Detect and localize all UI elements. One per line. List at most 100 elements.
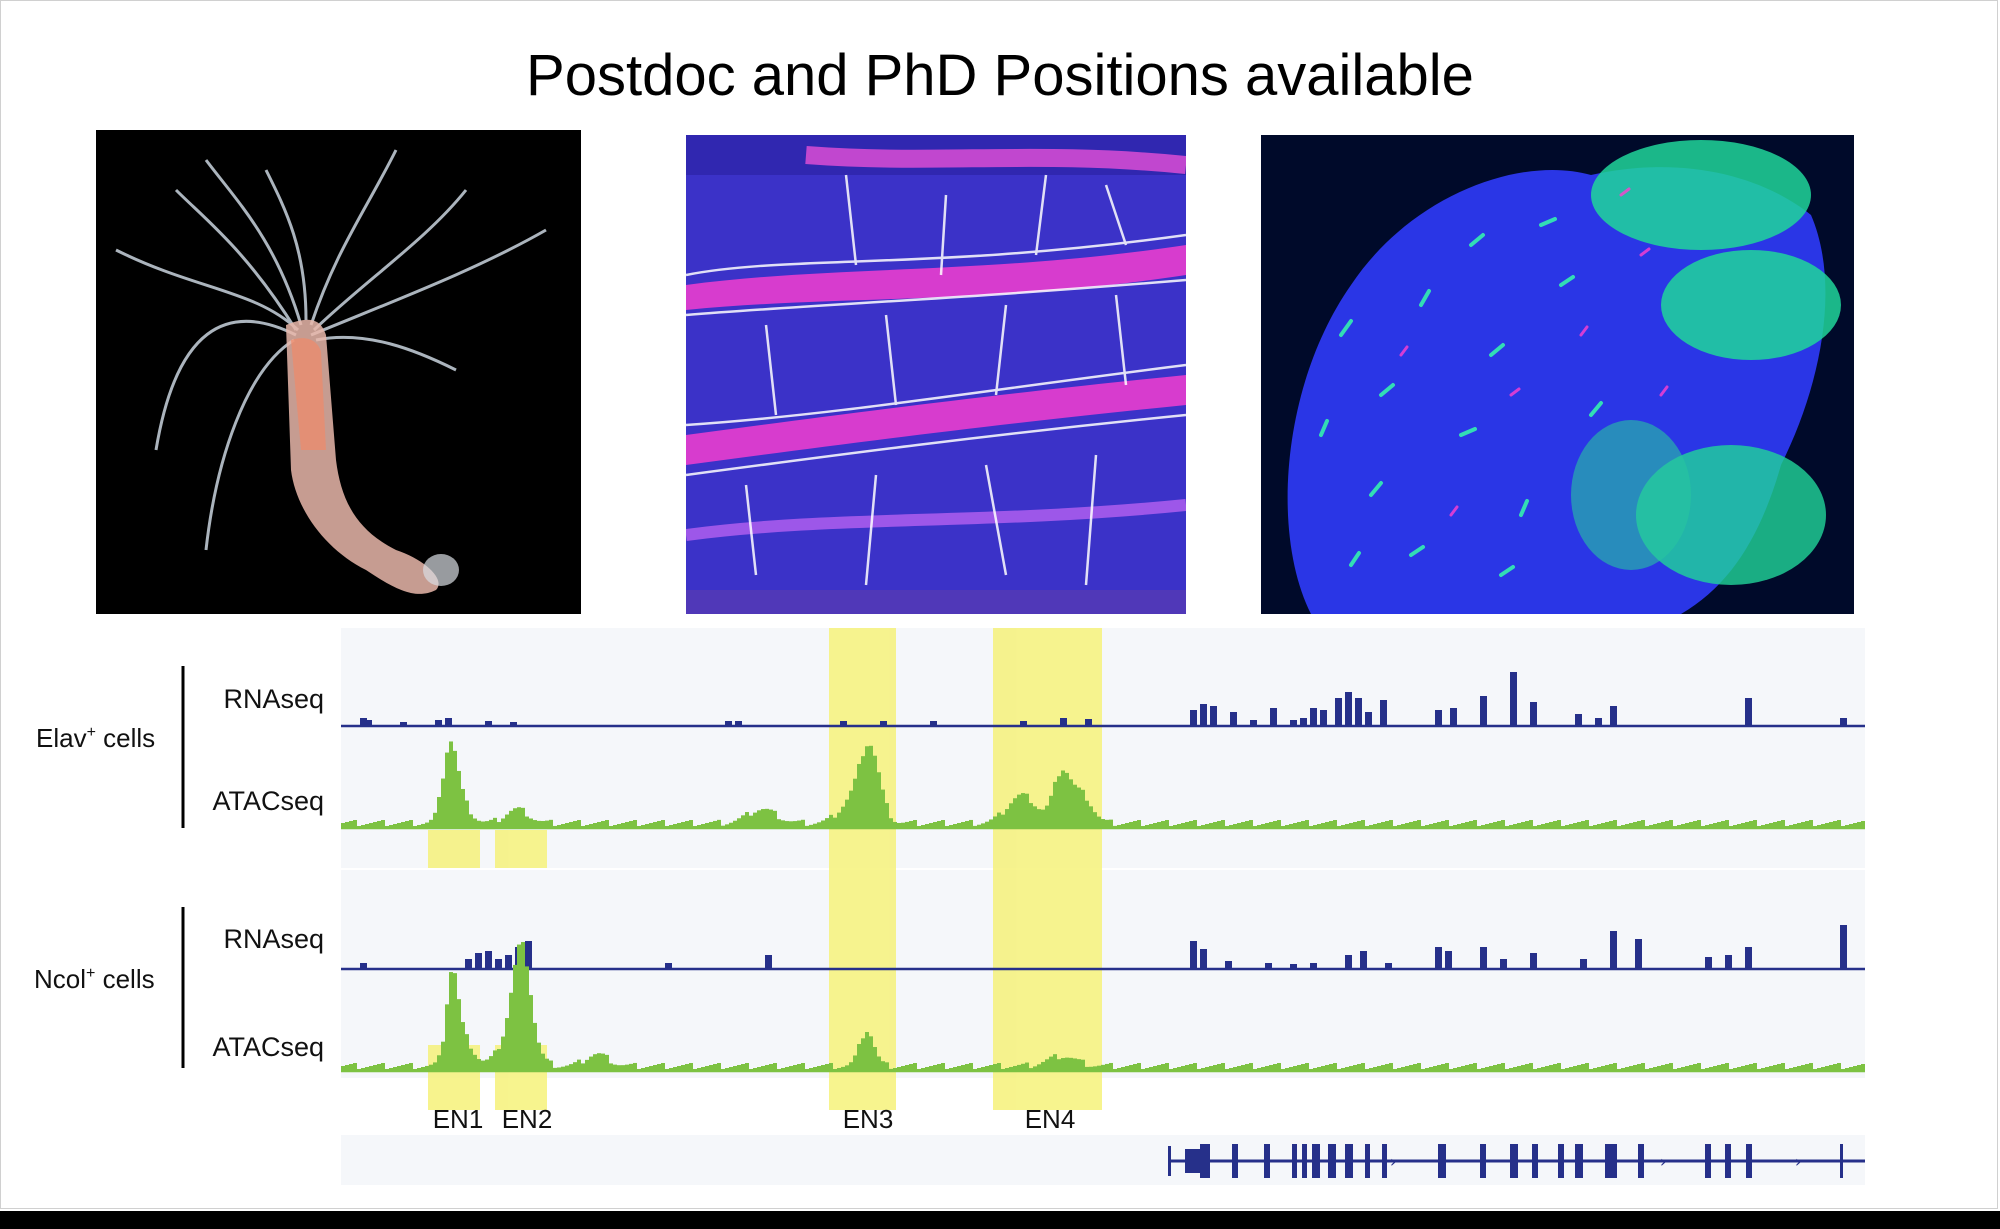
atac-bar-elav: [1833, 821, 1837, 828]
atac-bar-ncol: [1525, 1064, 1529, 1071]
atac-bar-ncol: [1737, 1067, 1741, 1071]
rna-bar-elav: [725, 721, 732, 726]
atac-bar-elav: [825, 818, 829, 828]
atac-bar-elav: [513, 808, 517, 828]
atac-bar-elav: [525, 816, 529, 828]
atac-bar-elav: [421, 823, 425, 828]
atac-bar-elav: [1581, 821, 1585, 828]
atac-bar-elav: [1317, 824, 1321, 828]
atac-bar-elav: [721, 825, 725, 828]
atac-bar-elav: [901, 822, 905, 828]
atac-bar-ncol: [569, 1064, 573, 1071]
atac-bar-elav: [1829, 822, 1833, 828]
atac-bar-ncol: [469, 1048, 473, 1071]
atac-bar-ncol: [929, 1066, 933, 1071]
atac-bar-ncol: [1341, 1068, 1345, 1071]
nerve-net-micrograph: [686, 135, 1186, 614]
atac-bar-ncol: [1265, 1066, 1269, 1071]
atac-bar-elav: [717, 819, 721, 828]
atac-bar-ncol: [1661, 1065, 1665, 1071]
atac-bar-elav: [833, 817, 837, 828]
atac-bar-ncol: [809, 1068, 813, 1071]
atac-bar-ncol: [1317, 1067, 1321, 1071]
gene-exon: [1292, 1144, 1297, 1178]
atac-bar-elav: [1373, 824, 1377, 828]
atac-bar-elav: [625, 822, 629, 828]
atac-bar-elav: [1401, 824, 1405, 828]
rna-bar-elav: [1310, 708, 1317, 726]
atac-bar-ncol: [633, 1062, 637, 1071]
atac-bar-ncol: [885, 1062, 889, 1071]
atac-bar-ncol: [921, 1068, 925, 1071]
atac-bar-elav: [741, 815, 745, 828]
atac-bar-ncol: [1725, 1063, 1729, 1071]
atac-bar-ncol: [541, 1053, 545, 1071]
atac-bar-ncol: [1393, 1069, 1397, 1071]
atac-bar-elav: [1161, 821, 1165, 828]
atac-bar-ncol: [1617, 1069, 1621, 1071]
atac-bar-elav: [1109, 819, 1113, 828]
atac-bar-elav: [593, 823, 597, 828]
atac-bar-ncol: [1453, 1068, 1457, 1071]
gene-exon: [1558, 1144, 1564, 1178]
atac-bar-elav: [341, 823, 345, 828]
atac-bar-ncol: [1185, 1065, 1189, 1071]
atac-bar-elav: [953, 823, 957, 828]
atac-bar-elav: [1641, 820, 1645, 828]
atac-bar-elav: [873, 755, 877, 828]
atac-bar-ncol: [937, 1064, 941, 1071]
atac-bar-ncol: [1845, 1068, 1849, 1071]
atac-bar-ncol: [1469, 1064, 1473, 1071]
atac-bar-elav: [393, 824, 397, 828]
atac-bar-elav: [389, 825, 393, 828]
atac-bar-ncol: [977, 1068, 981, 1071]
atac-bar-elav: [1185, 822, 1189, 828]
gene-exon: [1725, 1144, 1731, 1178]
strand-arrow-icon: ›: [1660, 1152, 1666, 1171]
atac-bar-elav: [941, 820, 945, 828]
atac-bar-ncol: [1325, 1065, 1329, 1071]
atac-bar-ncol: [1397, 1068, 1401, 1071]
atac-bar-elav: [449, 741, 453, 828]
atac-bar-elav: [1657, 823, 1661, 828]
atac-bar-elav: [1857, 822, 1861, 828]
atac-bar-elav: [1017, 794, 1021, 828]
atac-bar-elav: [1613, 820, 1617, 828]
atac-bar-ncol: [1113, 1068, 1117, 1071]
atac-bar-ncol: [565, 1065, 569, 1071]
atac-bar-ncol: [1261, 1067, 1265, 1071]
atac-bar-elav: [1589, 826, 1593, 828]
atac-bar-elav: [969, 819, 973, 828]
atac-bar-elav: [377, 821, 381, 828]
atac-bar-ncol: [377, 1064, 381, 1071]
atac-bar-ncol: [765, 1065, 769, 1071]
atac-bar-elav: [437, 797, 441, 828]
atac-bar-ncol: [1577, 1065, 1581, 1071]
atac-bar-elav: [665, 826, 669, 828]
atac-bar-elav: [1245, 821, 1249, 828]
atac-bar-elav: [501, 818, 505, 828]
atac-bar-elav: [729, 822, 733, 828]
atac-bar-elav: [853, 778, 857, 828]
rna-bar-elav: [1335, 698, 1342, 726]
atac-bar-elav: [1609, 821, 1613, 828]
atac-bar-ncol: [873, 1047, 877, 1071]
atac-bar-elav: [749, 815, 753, 828]
atac-bar-ncol: [1685, 1066, 1689, 1071]
atac-bar-elav: [1793, 824, 1797, 828]
atac-bar-elav: [353, 820, 357, 828]
enhancer-label-en3: EN3: [843, 1104, 894, 1134]
atac-bar-ncol: [1665, 1064, 1669, 1071]
atac-bar-ncol: [1177, 1067, 1181, 1071]
gene-exon: [1638, 1144, 1644, 1178]
atac-bar-ncol: [909, 1064, 913, 1071]
atac-bar-elav: [585, 825, 589, 828]
atac-bar-elav: [1697, 820, 1701, 828]
atac-bar-ncol: [517, 944, 521, 1071]
atac-bar-elav: [1413, 821, 1417, 828]
atac-bar-elav: [1529, 820, 1533, 828]
atac-bar-ncol: [641, 1067, 645, 1071]
atac-bar-elav: [917, 825, 921, 828]
atac-bar-elav: [1601, 823, 1605, 828]
atac-bar-elav: [1385, 821, 1389, 828]
